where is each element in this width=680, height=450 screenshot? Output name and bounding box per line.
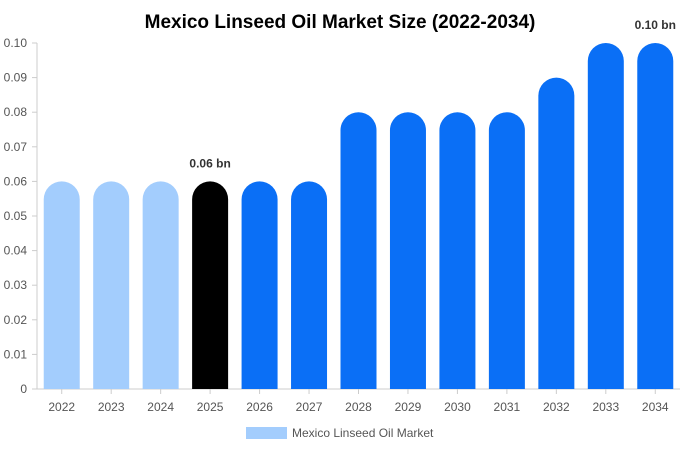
bar-2032: [538, 77, 575, 389]
x-tick-label: 2034: [642, 400, 669, 414]
bar-2027: [291, 181, 328, 389]
legend: Mexico Linseed Oil Market: [246, 426, 434, 440]
chart-title: Mexico Linseed Oil Market Size (2022-203…: [145, 12, 536, 33]
x-axis: 2022 2023 2024 2025 2026 2027 2028 2029 2030 2031…: [37, 388, 680, 414]
y-tick-label: 0.08: [4, 105, 28, 119]
x-tick-label: 2027: [296, 400, 323, 414]
x-tick-label: 2033: [592, 400, 619, 414]
x-tick-label: 2028: [345, 400, 372, 414]
bar-2024: [142, 181, 179, 389]
bar-2034: [637, 43, 674, 389]
x-tick-label: 2030: [444, 400, 471, 414]
bars: [43, 43, 674, 389]
y-tick-label: 0: [20, 382, 27, 396]
bar-2022: [43, 181, 80, 389]
y-tick-label: 0.09: [4, 71, 28, 85]
y-tick-label: 0.07: [4, 140, 28, 154]
bar-2031: [488, 112, 525, 389]
bar-2028: [340, 112, 377, 389]
bar-2029: [389, 112, 426, 389]
bar-2030: [439, 112, 476, 389]
y-tick-label: 0.10: [4, 36, 28, 50]
bar-2033: [587, 43, 624, 389]
x-tick-label: 2024: [147, 400, 174, 414]
legend-swatch: [246, 427, 287, 439]
legend-label: Mexico Linseed Oil Market: [292, 426, 434, 440]
y-tick-label: 0.06: [4, 174, 28, 188]
y-tick-label: 0.02: [4, 313, 28, 327]
x-tick-label: 2029: [395, 400, 422, 414]
bar-2025: [192, 181, 229, 389]
x-tick-label: 2025: [197, 400, 224, 414]
x-tick-label: 2031: [494, 400, 521, 414]
y-axis: 0 0.01 0.02 0.03 0.04 0.05 0.06 0.07 0.08 0.09 0.1…: [4, 36, 38, 396]
data-label-2025: 0.06 bn: [189, 156, 230, 170]
y-tick-label: 0.01: [4, 347, 28, 361]
y-tick-label: 0.03: [4, 278, 28, 292]
y-tick-label: 0.05: [4, 209, 28, 223]
data-label-2034: 0.10 bn: [635, 18, 676, 32]
x-tick-label: 2023: [98, 400, 125, 414]
y-tick-label: 0.04: [4, 244, 28, 258]
x-tick-label: 2026: [246, 400, 273, 414]
bar-2023: [93, 181, 130, 389]
bar-2026: [241, 181, 278, 389]
data-labels: 0.06 bn 0.10 bn: [189, 18, 676, 170]
x-tick-label: 2022: [48, 400, 75, 414]
x-tick-label: 2032: [543, 400, 570, 414]
